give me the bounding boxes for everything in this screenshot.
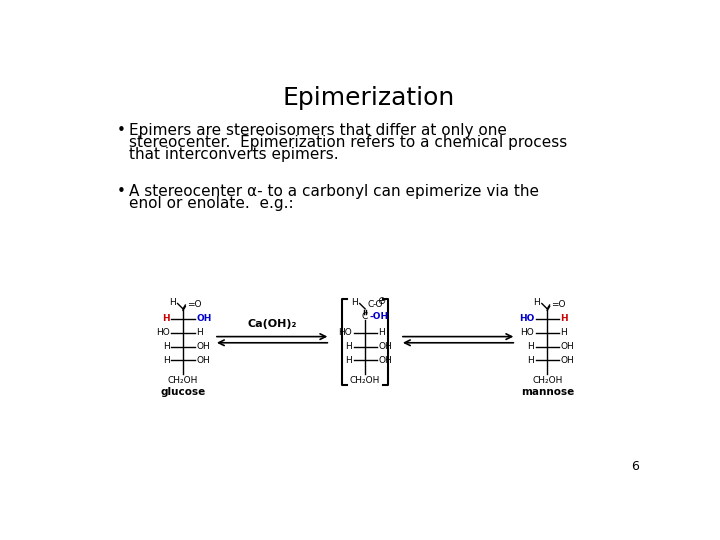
Text: H: H [169, 298, 176, 307]
Text: =O: =O [187, 300, 202, 309]
Text: 6: 6 [631, 460, 639, 473]
Text: H: H [163, 342, 170, 351]
Text: Ca(OH)₂: Ca(OH)₂ [248, 319, 297, 329]
Text: H: H [534, 298, 540, 307]
Text: CH₂OH: CH₂OH [350, 376, 380, 385]
Text: HO: HO [521, 328, 534, 338]
Text: H: H [162, 314, 170, 323]
Text: stereocenter.  Epimerization refers to a chemical process: stereocenter. Epimerization refers to a … [129, 135, 567, 150]
Text: A stereocenter α- to a carbonyl can epimerize via the: A stereocenter α- to a carbonyl can epim… [129, 184, 539, 199]
Text: mannose: mannose [521, 387, 574, 397]
Text: OH: OH [196, 356, 210, 365]
Text: H: H [527, 356, 534, 365]
Text: Epimers are stereoisomers that differ at only one: Epimers are stereoisomers that differ at… [129, 123, 507, 138]
Text: OH: OH [196, 314, 212, 323]
Text: Epimerization: Epimerization [283, 86, 455, 110]
Text: CH₂OH: CH₂OH [168, 376, 198, 385]
Text: enol or enolate.  e.g.:: enol or enolate. e.g.: [129, 197, 293, 212]
Text: glucose: glucose [161, 387, 206, 397]
Text: -O: -O [372, 300, 382, 309]
Text: HO: HO [518, 314, 534, 323]
Text: H: H [196, 328, 203, 338]
Text: OH: OH [560, 356, 574, 365]
Text: that interconverts epimers.: that interconverts epimers. [129, 147, 338, 162]
Text: OH: OH [378, 342, 392, 351]
Text: H: H [345, 356, 352, 365]
Text: HO: HO [156, 328, 170, 338]
Text: C: C [361, 312, 367, 321]
Text: H: H [378, 328, 385, 338]
Text: =O: =O [551, 300, 566, 309]
Text: •: • [117, 184, 126, 199]
Text: H: H [351, 298, 358, 307]
Text: C: C [367, 300, 374, 309]
Text: H: H [527, 342, 534, 351]
Text: -OH: -OH [369, 312, 388, 321]
Text: H: H [560, 328, 567, 338]
Text: H: H [345, 342, 352, 351]
Text: ⊖: ⊖ [377, 296, 385, 306]
Text: OH: OH [196, 342, 210, 351]
Text: OH: OH [560, 342, 574, 351]
Text: HO: HO [338, 328, 352, 338]
Text: H: H [560, 314, 568, 323]
Text: OH: OH [378, 356, 392, 365]
Text: H: H [163, 356, 170, 365]
Text: •: • [117, 123, 126, 138]
Text: CH₂OH: CH₂OH [532, 376, 562, 385]
